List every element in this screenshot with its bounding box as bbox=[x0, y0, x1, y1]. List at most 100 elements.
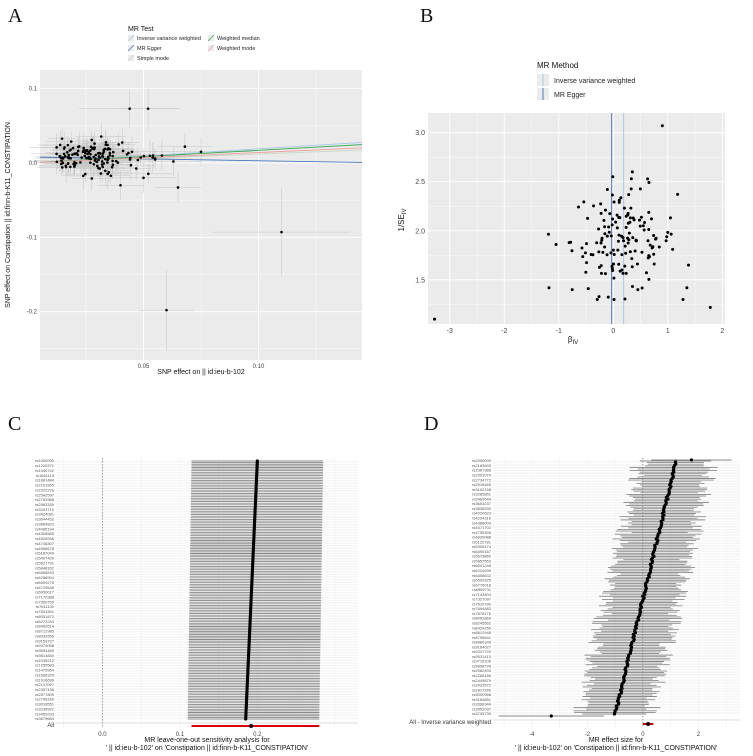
snp-point bbox=[708, 305, 712, 309]
snp-point bbox=[585, 242, 589, 246]
panel-c-x-axis-label: MR leave-one-out sensitivity analysis fo… bbox=[144, 737, 270, 744]
snp-point bbox=[58, 154, 62, 158]
snp-point bbox=[183, 145, 187, 148]
fit-line bbox=[39, 144, 363, 163]
x-tick-label: -2 bbox=[501, 328, 507, 335]
snp-point bbox=[628, 216, 632, 220]
snp-point bbox=[599, 211, 603, 215]
snp-point bbox=[79, 161, 82, 164]
snp-label: rs1035212 bbox=[35, 658, 55, 663]
snp-point bbox=[597, 295, 601, 299]
snp-point bbox=[65, 150, 69, 154]
snp-point bbox=[600, 238, 604, 242]
snp-label: rs7327097 bbox=[472, 597, 492, 602]
snp-label: rs2082493 bbox=[472, 668, 492, 673]
snp-point bbox=[620, 268, 624, 272]
snp-point bbox=[630, 265, 634, 269]
snp-label: rs4939088 bbox=[472, 535, 492, 540]
snp-point bbox=[631, 216, 635, 220]
snp-point bbox=[607, 230, 611, 234]
snp-point bbox=[71, 153, 74, 156]
snp-point bbox=[599, 271, 603, 275]
snp-label: rs2734772 bbox=[472, 477, 492, 482]
y-tick-label: 1.5 bbox=[415, 277, 425, 284]
panel-a-legend-item-ivw: Inverse variance weighted bbox=[137, 36, 201, 42]
snp-point bbox=[652, 252, 656, 256]
snp-point bbox=[576, 205, 580, 209]
snp-point bbox=[92, 155, 96, 159]
snp-point bbox=[611, 175, 615, 179]
snp-label: rs8796641 bbox=[472, 635, 492, 640]
snp-label: rs3424081 bbox=[35, 512, 55, 517]
panel-b-x-axis-label-sub: IV bbox=[572, 340, 578, 346]
snp-label: rs1696325 bbox=[35, 672, 55, 677]
snp-label: rs6729646 bbox=[35, 585, 55, 590]
snp-point bbox=[615, 226, 619, 230]
snp-point bbox=[547, 286, 551, 290]
snp-label: rs8272243 bbox=[35, 619, 55, 624]
panel-a-x-axis-label: SNP effect on || id:ieu-b-102 bbox=[157, 369, 245, 376]
panel-d-x-axis-label-2: ' || id:ieu-b-102' on 'Constipation || i… bbox=[515, 745, 717, 752]
panel-d-snp-labels: rs2000000rs2183693rs2367386rs2551079rs27… bbox=[472, 458, 492, 716]
snp-label: rs3184651 bbox=[472, 697, 492, 702]
snp-label: rs4388009 bbox=[472, 520, 492, 525]
snp-point bbox=[627, 193, 631, 197]
snp-label: rs5848162 bbox=[35, 565, 55, 570]
snp-point bbox=[153, 157, 157, 160]
snp-point bbox=[605, 188, 609, 192]
snp-point bbox=[165, 308, 168, 312]
snp-point bbox=[626, 236, 630, 240]
legend-key-line bbox=[207, 44, 215, 52]
snp-point bbox=[605, 253, 609, 257]
y-tick-label: 2.5 bbox=[415, 179, 425, 186]
snp-point bbox=[620, 253, 624, 257]
snp-label: rs9164027 bbox=[472, 644, 492, 649]
snp-point bbox=[110, 165, 114, 169]
snp-label: rs3285851 bbox=[472, 492, 492, 497]
snp-label: rs3735730 bbox=[472, 711, 492, 716]
x-tick-label: 0.2 bbox=[253, 732, 262, 738]
snp-point bbox=[76, 149, 80, 153]
snp-point bbox=[106, 148, 109, 151]
snp-point bbox=[666, 230, 670, 234]
snp-point bbox=[630, 170, 634, 174]
snp-point bbox=[603, 225, 607, 229]
snp-point bbox=[546, 232, 550, 236]
panel-a-legend-item-simple: Simple mode bbox=[137, 56, 169, 62]
snp-point bbox=[626, 241, 630, 245]
snp-point bbox=[654, 236, 658, 240]
snp-point bbox=[121, 149, 125, 153]
snp-point bbox=[638, 187, 642, 191]
snp-point bbox=[584, 270, 588, 274]
snp-point bbox=[106, 172, 109, 176]
snp-label: rs9715106 bbox=[472, 659, 492, 664]
snp-point bbox=[142, 154, 146, 158]
snp-point bbox=[603, 232, 607, 236]
panel-b-grid bbox=[428, 113, 725, 324]
snp-point bbox=[628, 250, 632, 254]
snp-point bbox=[96, 164, 99, 168]
snp-point bbox=[676, 192, 680, 196]
panel-a-grid bbox=[40, 70, 362, 360]
snp-point bbox=[631, 236, 635, 240]
snp-label: rs4966678 bbox=[35, 546, 55, 551]
snp-point bbox=[96, 152, 100, 155]
snp-point bbox=[585, 261, 589, 265]
x-tick-label: 2 bbox=[720, 328, 724, 335]
snp-point bbox=[611, 217, 615, 221]
snp-label: rs9531413 bbox=[472, 654, 492, 659]
panel-d-rows bbox=[498, 458, 732, 726]
x-tick-label: -1 bbox=[556, 328, 562, 335]
panel-a-ticks: 0.05 0.10 0.1 0.0 -0.1 -0.2 bbox=[27, 87, 265, 370]
snp-point bbox=[134, 167, 138, 170]
snp-label: rs2918465 bbox=[472, 482, 492, 487]
snp-point bbox=[75, 152, 79, 155]
snp-point bbox=[630, 285, 634, 289]
snp-point bbox=[580, 246, 584, 250]
snp-label: rs2542597 bbox=[35, 492, 55, 497]
snp-point bbox=[605, 234, 609, 238]
legend-key-line bbox=[207, 34, 215, 42]
panel-b-points bbox=[433, 124, 712, 321]
snp-point bbox=[128, 158, 132, 161]
snp-point bbox=[82, 149, 85, 152]
